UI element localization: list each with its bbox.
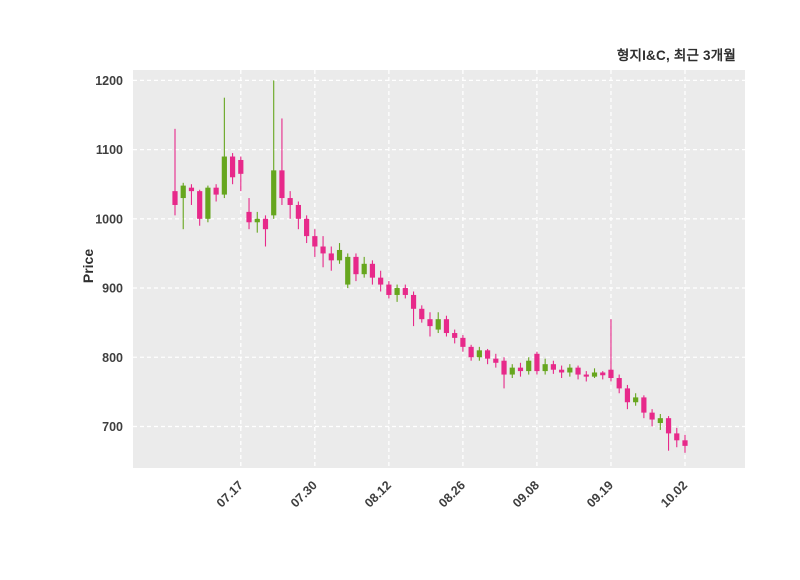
x-tick-label: 10.02 bbox=[658, 478, 690, 510]
candle-body-up bbox=[657, 418, 663, 424]
candle-body-down bbox=[493, 358, 499, 363]
candle-body-up bbox=[526, 360, 532, 372]
candle-body-down bbox=[583, 374, 589, 377]
candle-body-down bbox=[295, 204, 301, 219]
candle-body-down bbox=[616, 378, 622, 389]
x-tick-label: 08.26 bbox=[436, 478, 468, 510]
candle-body-down bbox=[369, 263, 376, 278]
candle-body-down bbox=[197, 191, 203, 219]
x-tick-label: 07.30 bbox=[288, 478, 320, 510]
candle-body-up bbox=[205, 187, 211, 219]
candle-body-up bbox=[476, 350, 482, 358]
x-tick-label: 09.08 bbox=[510, 478, 542, 510]
x-tick-label: 09.19 bbox=[584, 478, 616, 510]
candle-body-down bbox=[312, 236, 318, 247]
candle-body-down bbox=[468, 346, 474, 358]
candle-body-down bbox=[287, 198, 293, 205]
candle-body-down bbox=[624, 388, 631, 403]
y-tick-label: 1200 bbox=[95, 74, 123, 88]
y-axis-title: Price bbox=[80, 248, 96, 284]
candle-body-up bbox=[435, 319, 441, 330]
candle-body-up bbox=[180, 185, 186, 199]
candle-body-down bbox=[452, 333, 458, 338]
y-tick-label: 900 bbox=[102, 282, 123, 296]
candle-body-down bbox=[517, 367, 524, 372]
candle-body-up bbox=[633, 397, 639, 403]
candle-body-down bbox=[641, 397, 647, 413]
candle-body-down bbox=[600, 372, 606, 376]
candle-body-down bbox=[262, 218, 269, 230]
candle-body-down bbox=[213, 187, 219, 195]
x-tick-label: 08.12 bbox=[362, 478, 394, 510]
candle-body-up bbox=[221, 156, 227, 195]
candle-body-down bbox=[238, 159, 244, 174]
y-tick-label: 700 bbox=[102, 420, 123, 434]
candle-body-up bbox=[271, 170, 277, 216]
y-tick-label: 800 bbox=[102, 351, 123, 365]
candle-body-down bbox=[246, 211, 252, 223]
candle-body-up bbox=[591, 372, 598, 377]
candle-body-down bbox=[328, 253, 334, 261]
candle-body-down bbox=[279, 170, 285, 199]
x-tick-label: 07.17 bbox=[214, 478, 246, 510]
candle-body-down bbox=[649, 412, 655, 420]
candle-body-down bbox=[410, 294, 417, 309]
chart-title: 형지I&C, 최근 3개월 bbox=[616, 48, 736, 63]
candle-body-down bbox=[320, 246, 326, 254]
candle-body-down bbox=[304, 218, 310, 237]
candle-body-down bbox=[386, 284, 392, 295]
candle-body-down bbox=[682, 440, 688, 446]
y-tick-label: 1100 bbox=[96, 143, 123, 157]
candle-body-down bbox=[419, 308, 425, 320]
candle-body-up bbox=[361, 263, 367, 275]
candle-body-up bbox=[254, 218, 260, 223]
candle-body-down bbox=[378, 277, 384, 285]
candle-body-down bbox=[229, 156, 236, 178]
candle-body-down bbox=[172, 191, 178, 205]
candle-body-down bbox=[575, 367, 581, 375]
candle-body-down bbox=[534, 353, 540, 372]
candle-body-down bbox=[427, 319, 433, 327]
candle-body-up bbox=[394, 288, 400, 295]
candle-body-up bbox=[567, 367, 573, 373]
candle-body-down bbox=[460, 337, 466, 347]
candle-body-down bbox=[402, 288, 408, 295]
candle-body-up bbox=[345, 256, 351, 285]
candle-body-up bbox=[509, 367, 515, 375]
candle-body-down bbox=[665, 418, 672, 434]
candle-body-down bbox=[501, 360, 507, 375]
candle-body-down bbox=[484, 350, 491, 359]
candle-body-up bbox=[336, 249, 343, 261]
y-tick-label: 1000 bbox=[95, 212, 123, 226]
candle-body-down bbox=[674, 433, 680, 441]
candle-body-down bbox=[550, 364, 556, 370]
candle-body-up bbox=[542, 364, 548, 372]
candle-body-down bbox=[443, 319, 450, 334]
candle-body-down bbox=[353, 256, 359, 275]
candle-body-down bbox=[188, 187, 195, 192]
candle-body-down bbox=[559, 369, 565, 373]
candle-body-down bbox=[608, 369, 614, 379]
